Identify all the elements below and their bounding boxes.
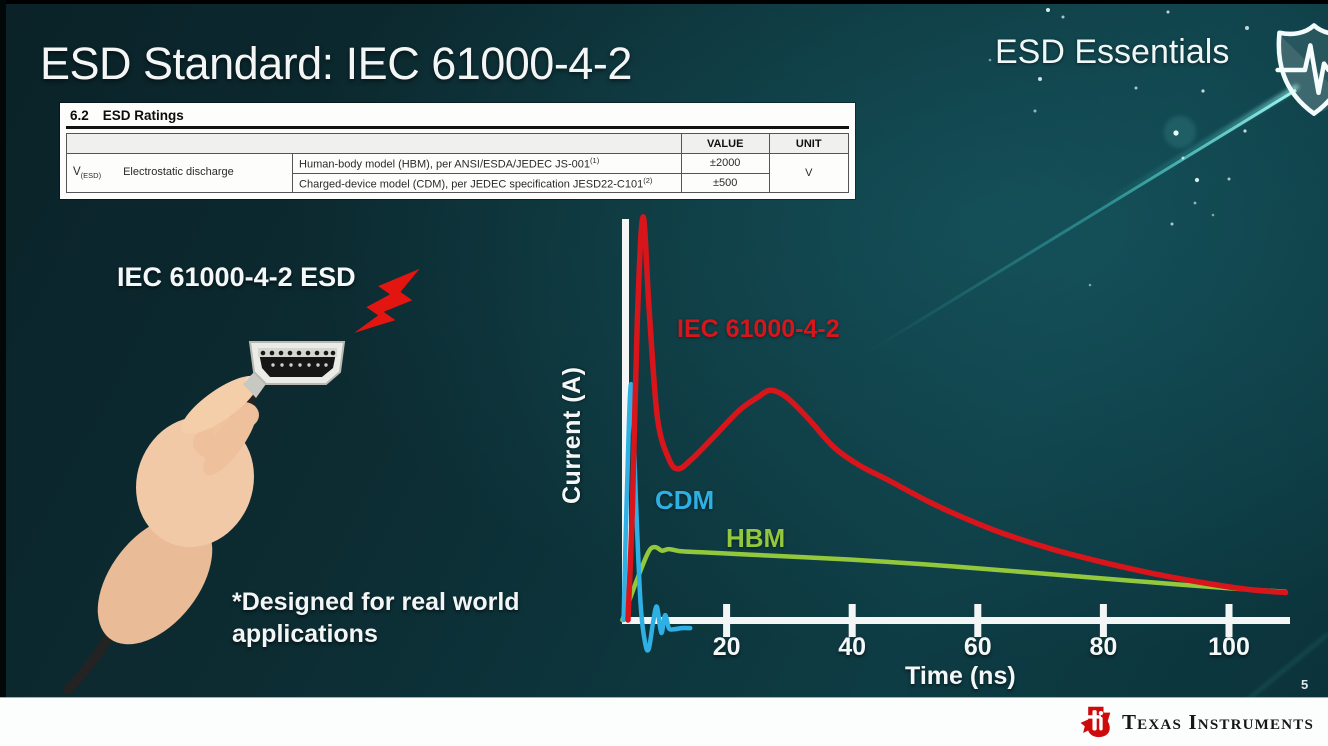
table-row: Charged-device model (CDM), per JEDEC sp… [67, 172, 849, 194]
header-value: VALUE [680, 133, 770, 154]
chart-svg [620, 214, 1290, 653]
ratings-heading: 6.2 ESD Ratings [66, 107, 849, 129]
hbm-value: ±2000 [680, 153, 770, 174]
param-name: Electrostatic discharge [123, 166, 234, 179]
header-unit: UNIT [768, 133, 850, 154]
hbm-description: Human-body model (HBM), per ANSI/ESDA/JE… [299, 158, 591, 171]
hbm-description-cell: Human-body model (HBM), per ANSI/ESDA/JE… [292, 153, 682, 174]
chart-axes [622, 219, 1290, 624]
cdm-description-cell: Charged-device model (CDM), per JEDEC sp… [292, 172, 682, 194]
table-header-row: VALUE UNIT [66, 133, 850, 154]
ratings-panel: 6.2 ESD Ratings VALUE UNIT V(ESD) Electro… [60, 103, 855, 200]
hdmi-connector-icon [243, 341, 346, 398]
x-tick-label: 60 [963, 633, 992, 661]
hbm-footnote-ref: (1) [590, 156, 600, 165]
brand-title: ESD Essentials [995, 33, 1230, 71]
cdm-description: Charged-device model (CDM), per JEDEC sp… [299, 178, 644, 191]
ratings-table: VALUE UNIT V(ESD) Electrostatic discharge… [65, 133, 850, 194]
series-label-2: HBM [726, 523, 786, 553]
chart-area [555, 190, 1328, 700]
ti-logo-icon [1080, 706, 1111, 738]
cdm-footnote-ref: (2) [643, 175, 653, 185]
param-subscript: (ESD) [80, 171, 102, 181]
section-number: 6.2 [70, 108, 89, 123]
x-axis-label: Time (ns) [905, 662, 1016, 690]
cable [63, 385, 261, 695]
x-tick-label: 40 [838, 633, 867, 661]
y-axis-label: Current (A) [558, 366, 586, 504]
curve-HBM [620, 544, 1288, 623]
footer-bar: Texas Instruments [0, 697, 1328, 746]
header-empty-cell [66, 133, 682, 154]
shield-pulse-icon [1275, 23, 1328, 116]
series-label-0: IEC 61000-4-2 [677, 315, 840, 343]
footer-logo: Texas Instruments [1078, 704, 1314, 740]
section-title: ESD Ratings [102, 108, 184, 123]
series-label-1: CDM [655, 485, 715, 515]
param-symbol: V [73, 166, 81, 179]
unit-cell: V [768, 152, 850, 194]
x-tick-label: 100 [1208, 633, 1250, 661]
footer-logo-text: Texas Instruments [1121, 709, 1314, 734]
table-row: V(ESD) Electrostatic discharge Human-body… [65, 152, 850, 194]
page-title: ESD Standard: IEC 61000-4-2 [40, 38, 632, 89]
letterbox-left-bar [0, 0, 6, 698]
chart-curves [620, 214, 1289, 653]
cdm-value: ±500 [680, 172, 770, 194]
esd-caption: IEC 61000-4-2 ESD [117, 262, 356, 292]
param-cell: V(ESD) Electrostatic discharge [65, 152, 294, 194]
lightning-bolt-icon [354, 268, 420, 333]
curve-CDM [621, 381, 693, 653]
curve-IEC 61000-4-2 [625, 214, 1289, 623]
footnote: *Designed for real world applications [232, 588, 520, 648]
page-number: 5 [1301, 677, 1309, 692]
x-tick-label: 80 [1089, 633, 1118, 661]
letterbox-top-bar [0, 0, 1328, 4]
x-tick-label: 20 [712, 633, 741, 661]
